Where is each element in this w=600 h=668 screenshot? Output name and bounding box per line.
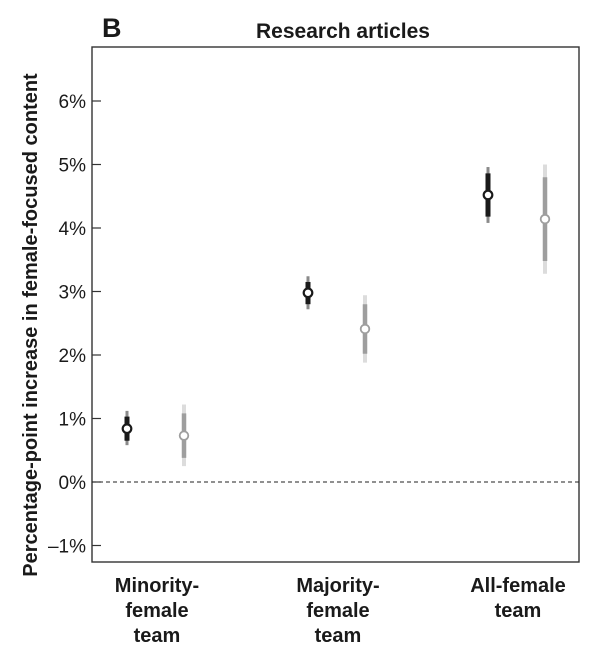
y-tick-label: 6% [59,92,87,113]
y-tick-label: 1% [59,410,87,431]
x-category-line: All-female [470,575,566,597]
x-category-line: team [315,625,362,647]
y-axis: –1% 0% 1% 2% 3% 4% 5% 6% [48,92,101,558]
y-tick-label: 4% [59,219,87,240]
plot-frame [91,46,580,563]
chart-title: Research articles [256,20,430,43]
x-category-label: All-female team [470,575,566,622]
point-estimate [482,189,494,201]
point-estimate [302,287,314,299]
x-category-label: Minority-female team [115,575,199,647]
x-category-line: team [134,625,181,647]
x-category-line: female [306,600,369,622]
y-tick-label: 2% [59,346,87,367]
x-category-line: Majority- [296,575,379,597]
point-estimate [121,423,133,435]
x-category-line: Minority- [115,575,199,597]
panel-letter: B [102,13,122,43]
y-tick-label: 0% [59,473,87,494]
y-tick-label: 5% [59,156,87,177]
point-estimate [178,430,190,441]
y-axis-label: Percentage-point increase in female-focu… [20,73,42,577]
y-tick-label: 3% [59,283,87,304]
point-estimate [359,323,371,335]
x-category-line: team [495,600,542,622]
point-estimate [539,213,551,225]
x-category-line: female [125,600,188,622]
y-tick-label: –1% [48,537,86,558]
x-category-label: Majority-female team [296,575,379,647]
data-marks [121,164,551,467]
